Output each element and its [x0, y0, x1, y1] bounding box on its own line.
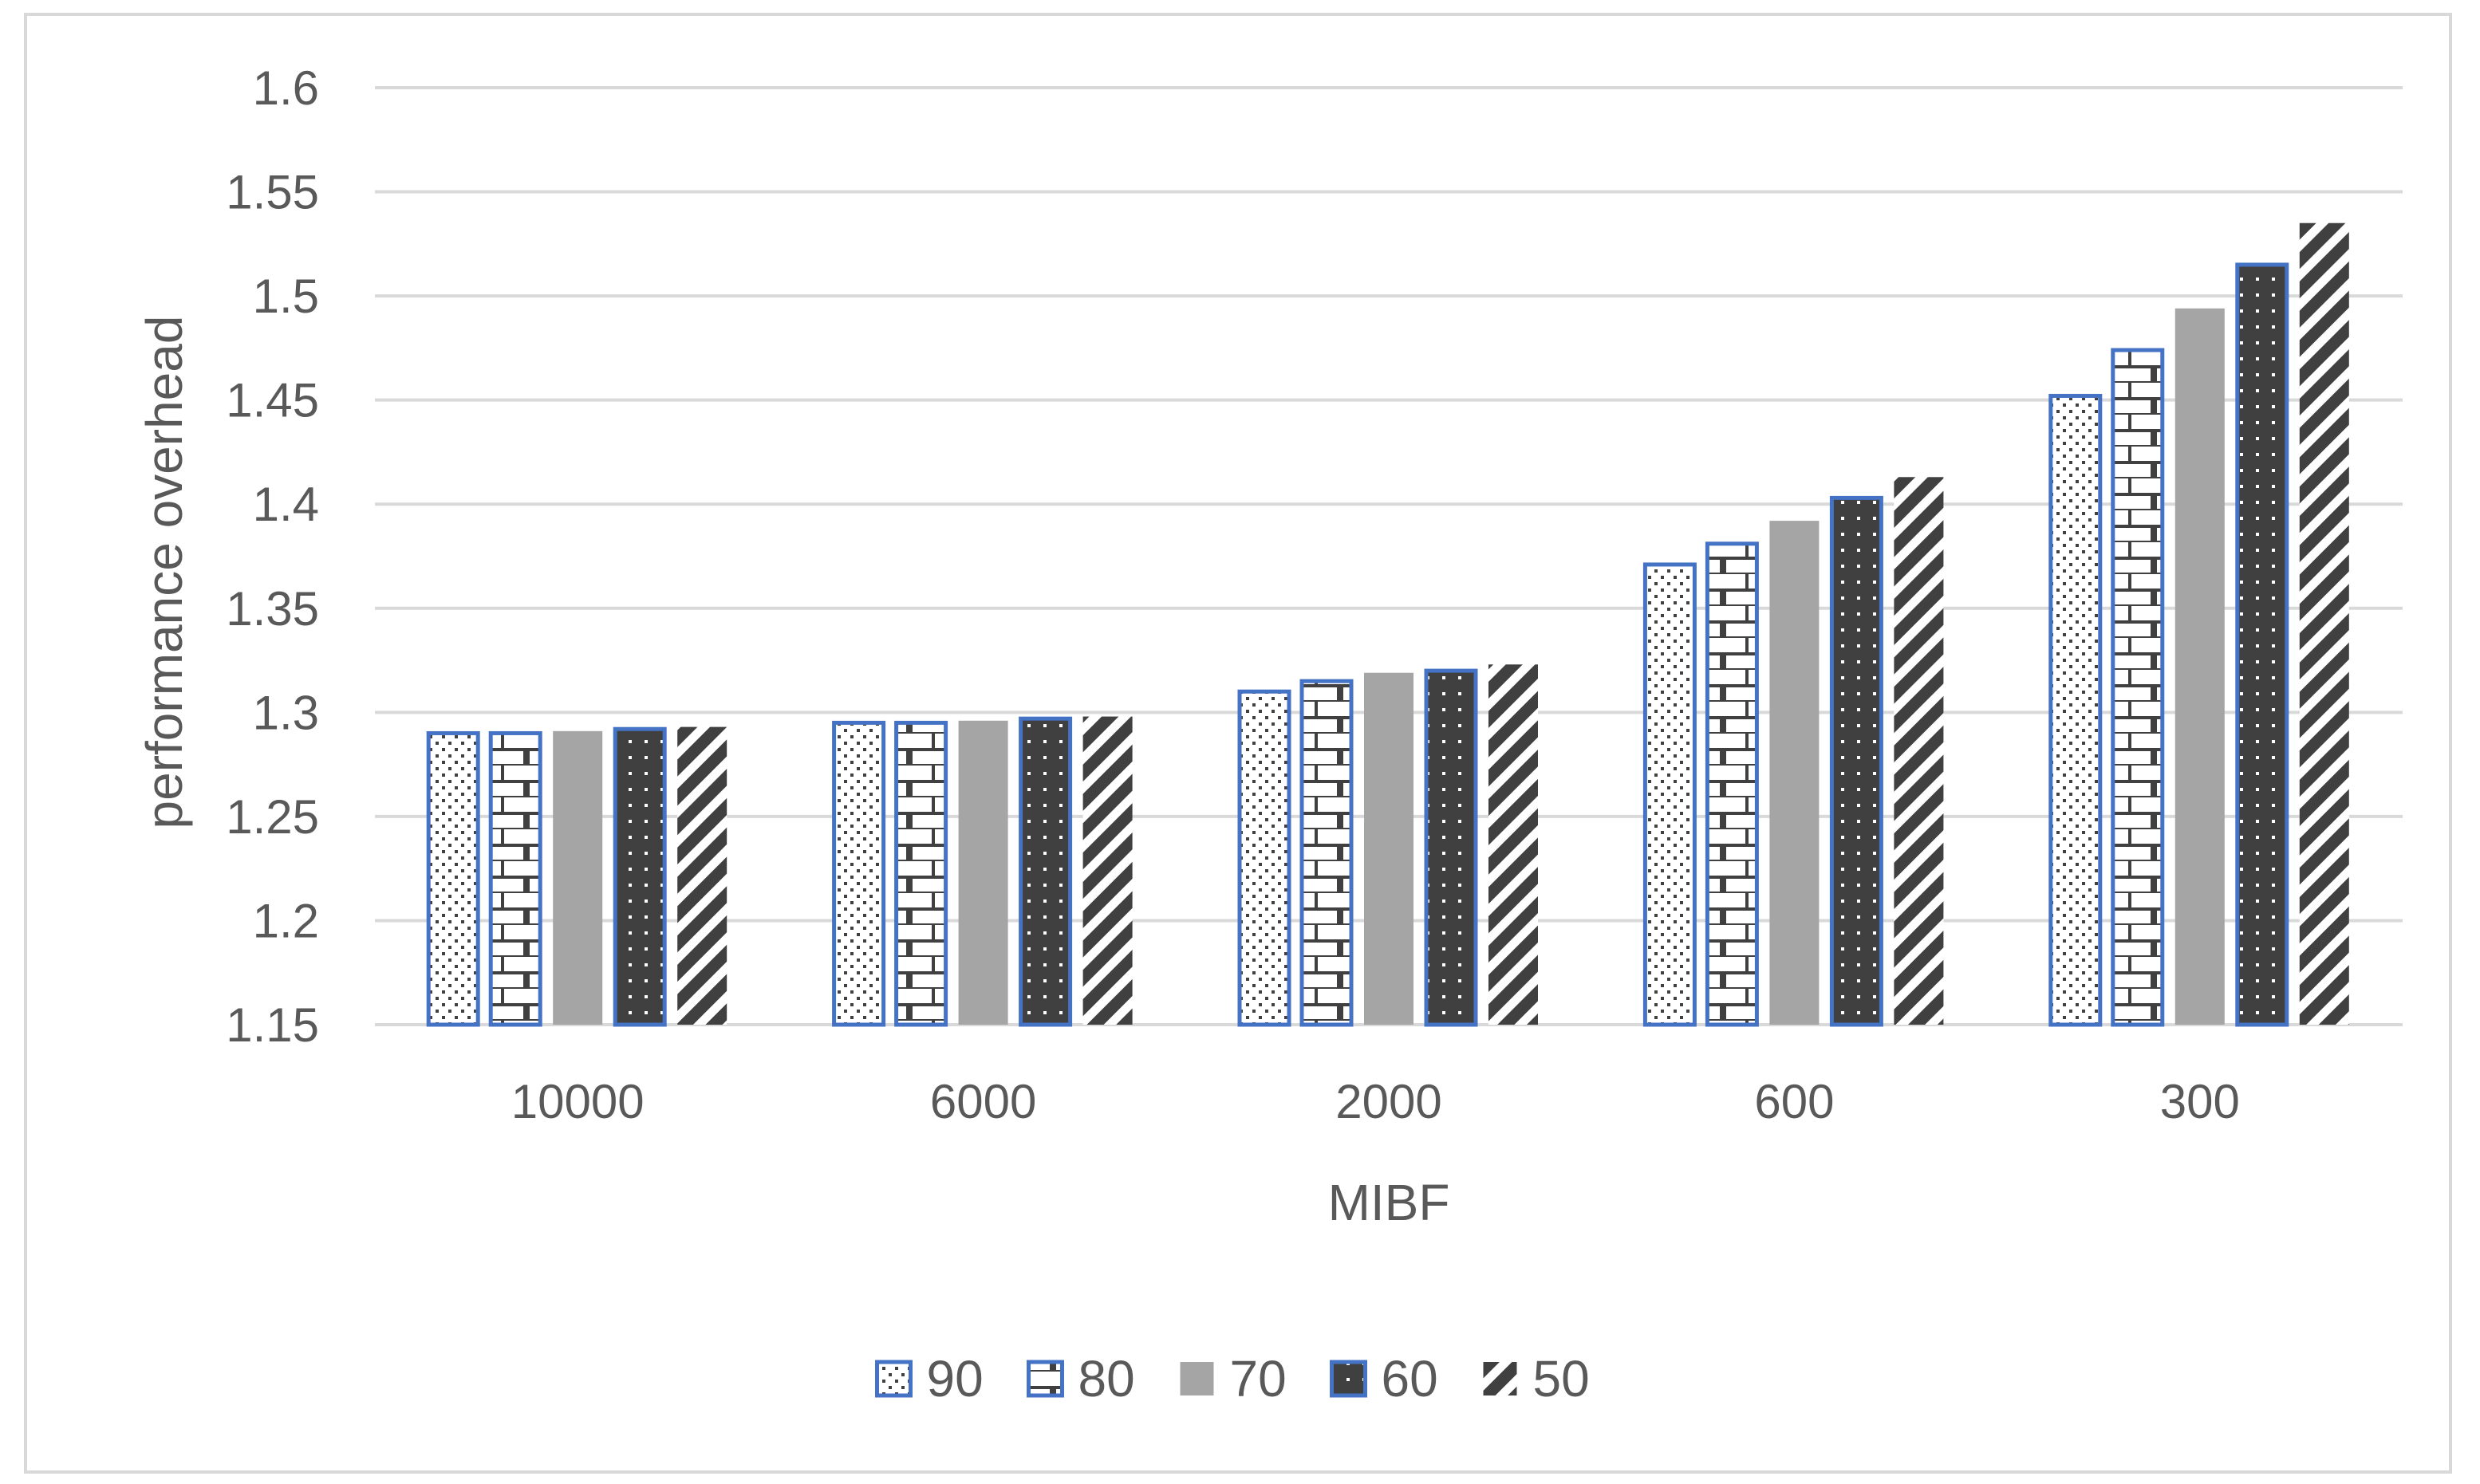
y-tick-label: 1.2: [253, 894, 319, 947]
y-axis-title: performance overhead: [136, 316, 193, 829]
y-tick-label: 1.25: [226, 790, 319, 844]
legend-swatch-60: [1330, 1360, 1367, 1398]
legend-swatch-80: [1027, 1360, 1064, 1398]
bar-series-60-6000: [1019, 716, 1073, 1027]
legend-label-80: 80: [1078, 1350, 1135, 1407]
bar-series-50-600: [1894, 477, 1944, 1025]
bar-series-70-300: [2174, 308, 2225, 1025]
legend-label-50: 50: [1533, 1350, 1590, 1407]
bar-series-50-2000: [1488, 664, 1538, 1025]
y-tick-label: 1.5: [253, 270, 319, 323]
x-axis-title: MIBF: [1328, 1174, 1450, 1231]
x-tick-label: 10000: [511, 1075, 645, 1128]
bar-series-90-6000: [832, 720, 886, 1027]
bar-series-90-2000: [1237, 689, 1291, 1027]
bar-series-60-2000: [1424, 668, 1478, 1027]
bar-series-50-300: [2299, 222, 2349, 1025]
x-tick-label: 6000: [930, 1075, 1036, 1128]
bar-series-70-6000: [958, 720, 1008, 1025]
bar-series-80-6000: [894, 720, 948, 1027]
bar-series-90-300: [2048, 393, 2103, 1027]
y-tick-label: 1.15: [226, 998, 319, 1052]
legend-label-60: 60: [1382, 1350, 1438, 1407]
x-tick-label: 300: [2160, 1075, 2240, 1128]
bars: [426, 222, 2349, 1027]
y-tick-label: 1.6: [253, 61, 319, 115]
bar-series-80-600: [1705, 541, 1759, 1027]
x-axis-ticks: 10000 6000 2000 600 300: [511, 1075, 2240, 1128]
x-tick-label: 2000: [1335, 1075, 1441, 1128]
legend-label-70: 70: [1230, 1350, 1287, 1407]
legend-swatch-90: [875, 1360, 913, 1398]
bar-series-80-10000: [488, 730, 542, 1027]
y-tick-label: 1.45: [226, 374, 319, 427]
bar-series-70-600: [1769, 521, 1820, 1025]
y-tick-label: 1.55: [226, 166, 319, 219]
bar-series-80-300: [2111, 348, 2165, 1027]
bar-series-60-10000: [613, 726, 667, 1027]
bar-series-80-2000: [1299, 679, 1354, 1027]
bar-series-70-2000: [1364, 672, 1413, 1025]
bar-series-50-6000: [1082, 716, 1133, 1025]
y-tick-label: 1.35: [226, 582, 319, 636]
bar-series-90-600: [1642, 562, 1697, 1027]
legend-swatch-50: [1483, 1362, 1517, 1395]
y-axis-ticks: 1.15 1.2 1.25 1.3 1.35 1.4 1.45 1.5 1.55 1.6: [226, 61, 319, 1052]
bar-series-60-600: [1829, 495, 1883, 1027]
y-tick-label: 1.3: [253, 686, 319, 739]
legend-swatch-70: [1180, 1362, 1214, 1395]
y-tick-label: 1.4: [253, 478, 319, 531]
legend: 90 80 70 60 50: [875, 1350, 1590, 1407]
legend-label-90: 90: [927, 1350, 984, 1407]
bar-series-70-10000: [553, 730, 603, 1025]
bar-series-60-300: [2235, 262, 2289, 1027]
bar-series-50-10000: [677, 726, 727, 1025]
x-tick-label: 600: [1754, 1075, 1834, 1128]
bar-series-90-10000: [426, 730, 480, 1027]
